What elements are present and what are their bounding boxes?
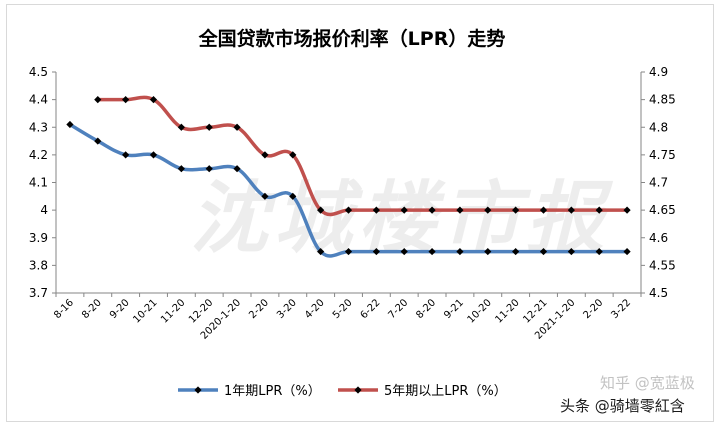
series-1-point: [484, 247, 492, 256]
x-axis-tick-label: 11-20: [493, 297, 521, 325]
series-2-point: [94, 96, 102, 104]
x-axis-tick-label: 2-20: [582, 297, 606, 321]
x-axis-tick-label: 8-20: [80, 297, 104, 321]
series-1-point: [205, 165, 213, 173]
x-axis-tick-label: 3-20: [275, 297, 299, 321]
series-2-point: [177, 123, 185, 131]
series-1-point: [539, 247, 548, 256]
series-1-point: [428, 247, 436, 256]
series-1-point: [567, 247, 575, 256]
right-axis-tick-label: 4.9: [649, 65, 668, 79]
right-axis-tick-label: 4.6: [649, 231, 668, 245]
x-axis-tick-label: 3-22: [609, 297, 633, 321]
x-axis-tick-label: 8-16: [52, 297, 76, 321]
series-2-point: [344, 206, 353, 214]
series-2-point: [149, 96, 158, 104]
series-2-point: [205, 123, 213, 131]
series-1-point: [623, 247, 631, 256]
chart-title: 全国贷款市场报价利率（LPR）走势: [198, 27, 506, 50]
series-1-point: [149, 151, 158, 159]
series-1-point: [400, 247, 408, 256]
series-1-point: [456, 247, 464, 256]
legend-series-2-marker: [354, 386, 362, 394]
series-1-point: [372, 247, 380, 256]
series-1-point: [317, 247, 325, 256]
left-axis-tick-label: 4.5: [29, 65, 48, 79]
series-2-point: [456, 206, 464, 214]
series-2-point: [484, 206, 492, 214]
x-axis-tick-label: 7-20: [387, 297, 411, 321]
x-axis-tick-label: 9-21: [442, 297, 466, 321]
series-1-point: [233, 165, 241, 173]
series-2-point: [400, 206, 408, 214]
legend-series-1-label: 1年期LPR（%）: [224, 384, 321, 399]
left-axis-tick-label: 4.2: [29, 148, 48, 162]
legend-series-1-marker: [194, 386, 202, 394]
left-axis-tick-label: 4: [40, 203, 48, 217]
right-axis-tick-label: 4.75: [649, 148, 676, 162]
x-axis-tick-label: 10-21: [131, 297, 159, 325]
series-2-point: [372, 206, 380, 214]
right-axis-tick-label: 4.85: [649, 93, 676, 107]
series-2-point: [512, 206, 520, 214]
x-axis-tick-label: 5-20: [331, 297, 355, 321]
right-axis-tick-label: 4.55: [649, 258, 676, 272]
series-2-point: [595, 206, 603, 214]
series-1-point: [122, 151, 130, 159]
background-watermark-text: 沈城楼市报: [190, 174, 614, 264]
x-axis-tick-label: 10-20: [466, 297, 494, 325]
corner-watermark: 头条 @骑墙零紅含: [560, 397, 685, 415]
series-2-point: [567, 206, 575, 214]
x-axis-tick-label: 9-20: [108, 297, 132, 321]
series-2-point: [289, 151, 297, 159]
series-2-point: [261, 151, 269, 159]
series-1-point: [344, 247, 353, 256]
left-axis-tick-label: 3.7: [29, 286, 48, 300]
left-axis-tick-label: 3.9: [29, 231, 48, 245]
left-axis-tick-label: 4.3: [29, 120, 48, 134]
left-axis-tick-label: 4.1: [29, 176, 48, 190]
x-axis-tick-label: 4-20: [303, 297, 327, 321]
series-2-point: [122, 96, 130, 104]
series-1-point: [289, 192, 297, 200]
x-axis-tick-label: 2-20: [247, 297, 271, 321]
series-1-point: [512, 247, 520, 256]
corner-faint-watermark: 知乎 @宽蓝极: [600, 374, 695, 392]
left-axis-tick-label: 3.8: [29, 258, 48, 272]
series-1-point: [94, 137, 102, 145]
series-1-point: [177, 165, 185, 173]
left-axis-tick-label: 4.4: [29, 93, 48, 107]
series-1-point: [66, 120, 74, 129]
right-axis-tick-label: 4.5: [649, 286, 668, 300]
series-2-point: [623, 206, 631, 214]
series-1-point: [595, 247, 603, 256]
x-axis-tick-label: 8-20: [414, 297, 438, 321]
legend-series-2-label: 5年期以上LPR（%）: [384, 384, 507, 399]
series-2-point: [539, 206, 548, 214]
series-2-point: [233, 123, 241, 131]
right-axis-tick-label: 4.65: [649, 203, 676, 217]
x-axis-tick-label: 6-22: [359, 297, 383, 321]
x-axis-tick-label: 11-20: [159, 297, 187, 325]
right-axis-tick-label: 4.7: [649, 176, 668, 190]
series-2-point: [317, 206, 325, 214]
series-2-point: [428, 206, 436, 214]
chart-frame: [6, 4, 714, 422]
series-1-point: [261, 192, 269, 200]
right-axis-tick-label: 4.8: [649, 120, 668, 134]
